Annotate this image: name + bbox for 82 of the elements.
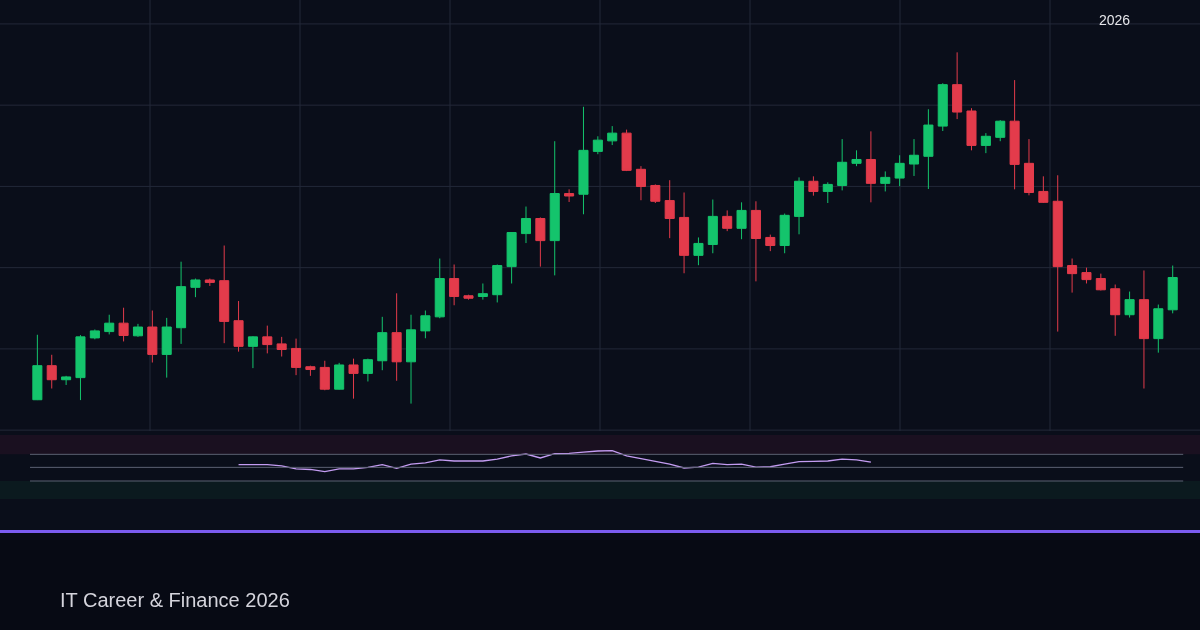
candlestick [693,236,704,266]
candlestick [549,140,560,276]
candlestick [305,365,316,377]
candlestick [89,328,100,340]
text: 2026 [1099,12,1131,28]
candlestick [247,335,258,369]
candlestick [865,130,876,203]
candlestick [449,264,460,306]
candlestick [851,149,862,167]
candlestick [966,107,977,151]
candlestick [405,314,417,405]
candlestick [578,106,589,215]
candlestick [276,336,287,358]
candlestick [176,261,187,345]
candlestick [808,175,819,197]
candlestick [664,179,675,239]
candlestick [1110,284,1121,337]
candlestick [506,232,517,284]
candlestick [420,310,431,339]
candlestick [750,200,761,282]
candlestick [362,358,373,382]
candlestick [1038,175,1049,204]
candlestick [492,264,503,303]
candlestick [32,334,43,401]
candlestick [219,245,230,344]
candlestick [621,129,632,172]
candlestick [75,334,86,401]
candlestick [132,323,143,338]
candlestick [334,362,345,391]
candlestick [118,307,129,342]
candlestick [894,154,905,187]
candlestick [1167,265,1178,314]
candlestick [707,199,718,254]
candlestick [722,209,733,232]
candlestick [1138,269,1149,389]
candlestick [635,165,646,201]
candlestick [765,234,776,252]
candlestick [147,310,158,363]
candlestick [592,135,603,155]
candlestick [837,138,848,191]
candlestick [46,354,57,389]
candlestick [822,181,833,204]
candlestick [233,300,244,353]
candlestick [1009,79,1020,190]
candlestick [1124,291,1135,319]
candlestick [980,132,991,154]
candlestick [1023,138,1035,196]
candlestick [736,201,747,240]
candlestick [880,170,891,192]
candlestick [650,183,661,204]
candlestick [1081,267,1092,284]
candlestick [104,314,115,335]
candlestick [607,125,618,146]
candlestick [923,108,934,190]
text: IT Career & Finance 2026 [60,588,290,612]
candlestick [377,316,388,371]
candlestick [434,258,445,319]
candlestick [1153,304,1164,354]
candlestick [952,51,963,120]
candlestick [190,278,201,298]
candlestick [319,360,330,391]
candlestick [1052,174,1063,333]
candlestick [794,176,805,235]
candlestick [477,282,488,301]
candlestick [1067,258,1078,294]
candlestick [391,292,402,382]
candlestick [348,358,359,400]
candlestick [535,216,546,268]
candlestick [262,325,273,354]
candlestick [61,375,72,386]
candlestick [679,191,690,274]
candlestick [520,206,532,244]
candlestick [161,317,172,379]
candlestick [779,213,790,254]
candlestick [463,295,474,301]
candlestick [937,82,948,132]
candlestick [564,188,575,203]
candlestick [995,119,1006,142]
candlestick [204,278,215,287]
candlestick [291,338,302,376]
candlestick [908,138,920,177]
candlestick [1095,273,1106,291]
